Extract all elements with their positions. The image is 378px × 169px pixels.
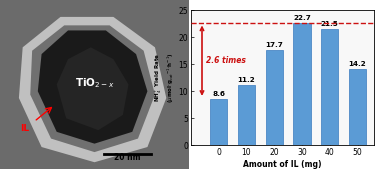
Polygon shape: [30, 25, 155, 152]
Polygon shape: [38, 30, 147, 144]
Polygon shape: [19, 17, 166, 162]
Text: IL: IL: [20, 124, 29, 133]
Text: NH$_4^+$ Yield Rate ($\mu$mol$\cdot$g$_{cat}$$^{-1}$$\cdot$h$^{-1}$): NH$_4^+$ Yield Rate ($\mu$mol$\cdot$g$_{…: [193, 35, 204, 134]
Bar: [210, 99, 227, 145]
Text: 8.6: 8.6: [212, 91, 225, 97]
Text: 11.2: 11.2: [237, 77, 255, 83]
Y-axis label: NH$_4^+$ Yield Rate
($\mu$mol$\cdot$g$_{cat}$$^{-1}$$\cdot$h$^{-1}$): NH$_4^+$ Yield Rate ($\mu$mol$\cdot$g$_{…: [153, 52, 176, 103]
Bar: [321, 29, 338, 145]
Text: 21.5: 21.5: [321, 21, 339, 27]
Polygon shape: [57, 47, 129, 130]
X-axis label: Amount of IL (mg): Amount of IL (mg): [243, 160, 322, 169]
Text: 22.7: 22.7: [293, 15, 311, 21]
Text: TiO$_{2-x}$: TiO$_{2-x}$: [75, 76, 114, 90]
Bar: [266, 50, 283, 145]
Bar: [293, 23, 311, 145]
Text: 17.7: 17.7: [265, 42, 283, 48]
Bar: [238, 85, 255, 145]
Text: 14.2: 14.2: [349, 61, 366, 67]
Bar: [349, 69, 366, 145]
Text: 20 nm: 20 nm: [114, 153, 141, 162]
Text: 2.6 times: 2.6 times: [206, 56, 246, 65]
